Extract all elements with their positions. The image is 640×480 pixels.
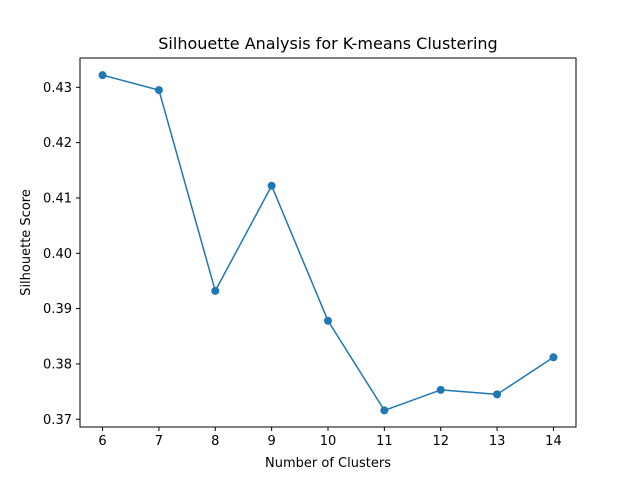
y-tick-label: 0.38	[43, 357, 72, 372]
data-point	[324, 316, 332, 325]
plot-area	[98, 71, 558, 415]
y-tick-label: 0.37	[43, 413, 72, 428]
y-axis: 0.37 0.38 0.39 0.40 0.41 0.42 0.43	[43, 81, 80, 428]
y-tick-label: 0.42	[43, 136, 72, 151]
data-point	[98, 71, 107, 80]
y-axis-label: Silhouette Score	[19, 189, 34, 296]
data-point	[549, 353, 558, 362]
y-tick-label: 0.41	[43, 191, 72, 206]
x-axis-label: Number of Clusters	[265, 456, 391, 471]
data-point	[436, 385, 445, 394]
x-tick-label: 8	[211, 434, 219, 449]
data-point	[154, 86, 163, 95]
data-point	[267, 181, 276, 190]
x-tick-label: 7	[155, 434, 163, 449]
x-tick-label: 12	[432, 434, 449, 449]
y-tick-label: 0.39	[43, 302, 72, 317]
x-tick-label: 10	[320, 434, 337, 449]
y-tick-label: 0.43	[43, 81, 72, 96]
x-axis: 6 7 8 9 10 11 12 13 14	[98, 427, 562, 449]
x-tick-label: 9	[267, 434, 275, 449]
data-point	[380, 406, 389, 415]
data-point	[211, 286, 220, 295]
x-tick-label: 6	[98, 434, 106, 449]
x-tick-label: 14	[545, 434, 562, 449]
chart-title: Silhouette Analysis for K-means Clusteri…	[158, 34, 497, 53]
data-point	[493, 390, 502, 399]
x-tick-label: 13	[489, 434, 506, 449]
y-tick-label: 0.40	[43, 247, 72, 262]
x-tick-label: 11	[376, 434, 393, 449]
